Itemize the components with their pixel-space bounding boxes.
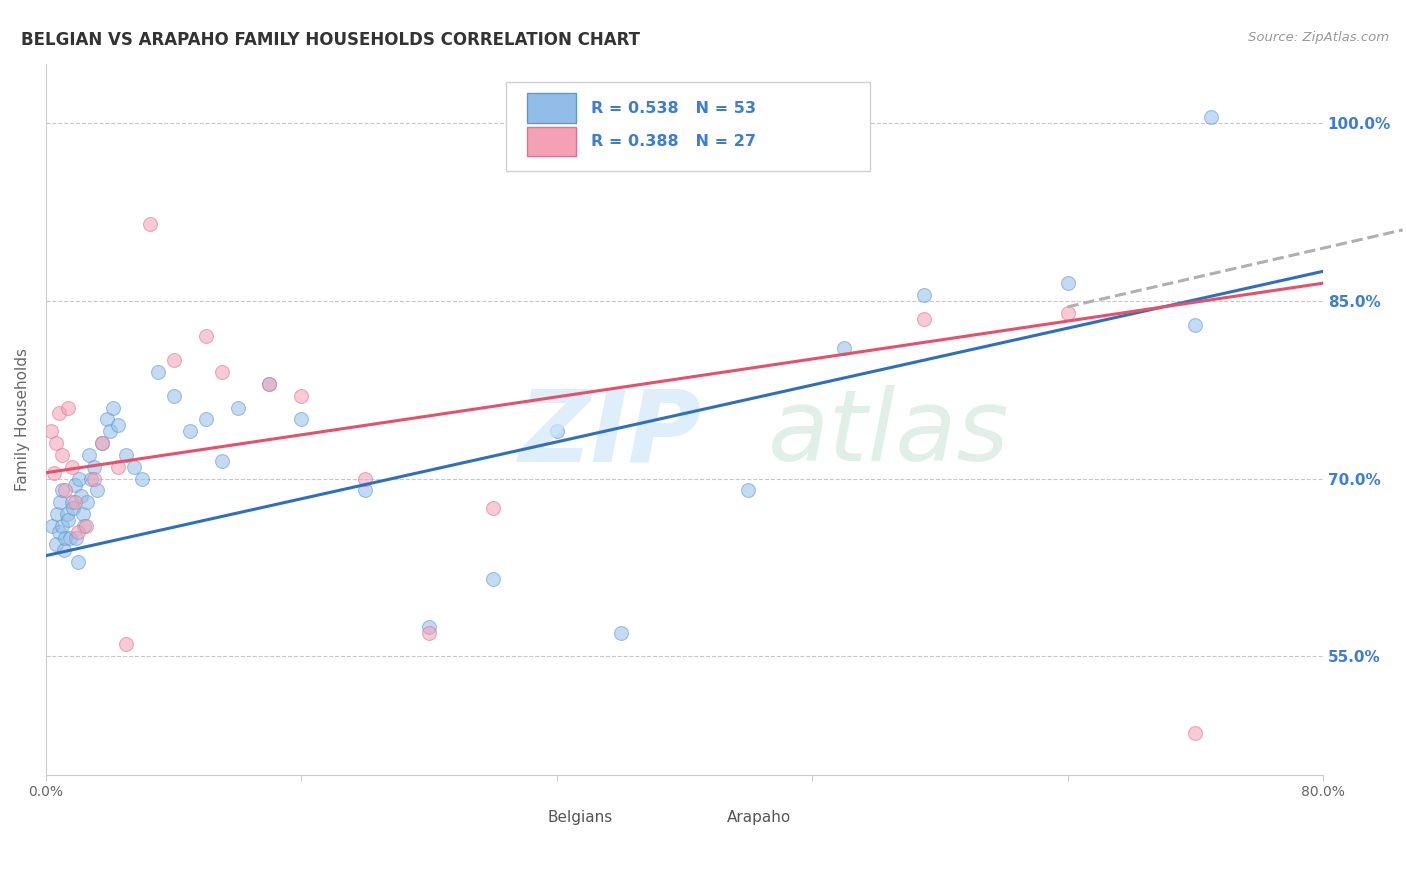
- Point: [70, 490, 93, 504]
- Point: [609, 625, 631, 640]
- Point: [107, 418, 129, 433]
- Point: [79, 472, 101, 486]
- Point: [45, 436, 67, 450]
- Point: [63, 477, 86, 491]
- Point: [58, 513, 80, 527]
- Point: [912, 311, 935, 326]
- Point: [418, 625, 440, 640]
- FancyBboxPatch shape: [506, 82, 869, 170]
- Point: [53, 531, 76, 545]
- Text: atlas: atlas: [768, 385, 1010, 483]
- Point: [146, 365, 169, 379]
- Point: [75, 519, 97, 533]
- FancyBboxPatch shape: [678, 806, 716, 828]
- Point: [48, 407, 70, 421]
- Point: [90, 436, 112, 450]
- Point: [77, 448, 100, 462]
- Point: [138, 217, 160, 231]
- Point: [48, 524, 70, 539]
- Point: [66, 524, 89, 539]
- Point: [73, 519, 96, 533]
- Point: [354, 483, 377, 498]
- Point: [83, 459, 105, 474]
- Point: [59, 531, 82, 545]
- Point: [86, 483, 108, 498]
- Point: [832, 342, 855, 356]
- Text: BELGIAN VS ARAPAHO FAMILY HOUSEHOLDS CORRELATION CHART: BELGIAN VS ARAPAHO FAMILY HOUSEHOLDS COR…: [21, 31, 640, 49]
- Point: [49, 495, 72, 509]
- Point: [1184, 318, 1206, 332]
- Point: [194, 412, 217, 426]
- Point: [179, 424, 201, 438]
- Point: [83, 472, 105, 486]
- Point: [39, 424, 62, 438]
- Point: [912, 288, 935, 302]
- Text: Arapaho: Arapaho: [727, 810, 790, 825]
- Point: [418, 620, 440, 634]
- Point: [354, 472, 377, 486]
- Point: [1184, 726, 1206, 740]
- Text: R = 0.538   N = 53: R = 0.538 N = 53: [591, 101, 756, 116]
- Point: [482, 501, 505, 516]
- Point: [482, 572, 505, 586]
- Point: [53, 483, 76, 498]
- Point: [546, 424, 568, 438]
- Point: [290, 412, 312, 426]
- Point: [63, 495, 86, 509]
- Point: [60, 459, 83, 474]
- Point: [1056, 306, 1078, 320]
- Point: [107, 459, 129, 474]
- Point: [163, 353, 186, 368]
- Point: [122, 459, 145, 474]
- Text: R = 0.388   N = 27: R = 0.388 N = 27: [591, 134, 756, 149]
- Point: [52, 542, 75, 557]
- Point: [72, 507, 94, 521]
- Point: [66, 555, 89, 569]
- Point: [55, 507, 77, 521]
- Point: [211, 365, 233, 379]
- FancyBboxPatch shape: [527, 93, 576, 123]
- Point: [194, 329, 217, 343]
- Point: [90, 436, 112, 450]
- Point: [96, 412, 118, 426]
- Point: [45, 537, 67, 551]
- FancyBboxPatch shape: [499, 806, 537, 828]
- Point: [65, 531, 87, 545]
- Point: [41, 519, 63, 533]
- Point: [60, 495, 83, 509]
- Point: [226, 401, 249, 415]
- Point: [114, 638, 136, 652]
- Point: [46, 507, 69, 521]
- Point: [98, 424, 121, 438]
- Point: [51, 448, 73, 462]
- Point: [62, 501, 84, 516]
- Text: Belgians: Belgians: [548, 810, 613, 825]
- Point: [76, 495, 98, 509]
- Point: [114, 448, 136, 462]
- Text: Source: ZipAtlas.com: Source: ZipAtlas.com: [1249, 31, 1389, 45]
- Point: [163, 389, 186, 403]
- Text: ZIP: ZIP: [519, 385, 702, 483]
- Point: [51, 483, 73, 498]
- Point: [58, 401, 80, 415]
- Point: [42, 466, 65, 480]
- Point: [737, 483, 759, 498]
- Point: [1199, 111, 1222, 125]
- Point: [1056, 276, 1078, 290]
- Point: [259, 376, 281, 391]
- Point: [101, 401, 124, 415]
- Point: [51, 519, 73, 533]
- Y-axis label: Family Households: Family Households: [15, 348, 30, 491]
- Point: [290, 389, 312, 403]
- FancyBboxPatch shape: [527, 127, 576, 156]
- Point: [69, 472, 91, 486]
- Point: [259, 376, 281, 391]
- Point: [131, 472, 153, 486]
- Point: [211, 454, 233, 468]
